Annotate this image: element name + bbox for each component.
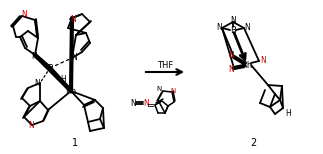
Text: N: N: [28, 122, 34, 130]
Text: N: N: [143, 99, 149, 107]
Text: THF: THF: [157, 61, 173, 69]
Text: N: N: [260, 55, 266, 65]
Text: B: B: [47, 63, 53, 73]
Text: N: N: [216, 22, 222, 32]
Text: =: =: [147, 101, 155, 111]
Text: N: N: [228, 65, 234, 73]
Text: H: H: [285, 109, 291, 118]
Text: N: N: [21, 10, 27, 18]
Text: N: N: [130, 99, 136, 107]
Text: Rh: Rh: [241, 61, 253, 69]
Text: N: N: [170, 88, 176, 94]
Text: N: N: [156, 86, 162, 92]
Text: N: N: [70, 14, 76, 24]
Text: 2: 2: [250, 138, 256, 148]
Text: N: N: [230, 16, 236, 24]
Text: N: N: [34, 79, 40, 87]
Text: H: H: [60, 75, 66, 83]
Text: N: N: [228, 51, 234, 59]
Text: 1: 1: [72, 138, 78, 148]
Text: N: N: [244, 22, 250, 32]
Text: Rh: Rh: [65, 87, 77, 95]
Text: N: N: [71, 53, 77, 61]
Text: N: N: [31, 51, 37, 61]
Text: B: B: [230, 26, 236, 34]
